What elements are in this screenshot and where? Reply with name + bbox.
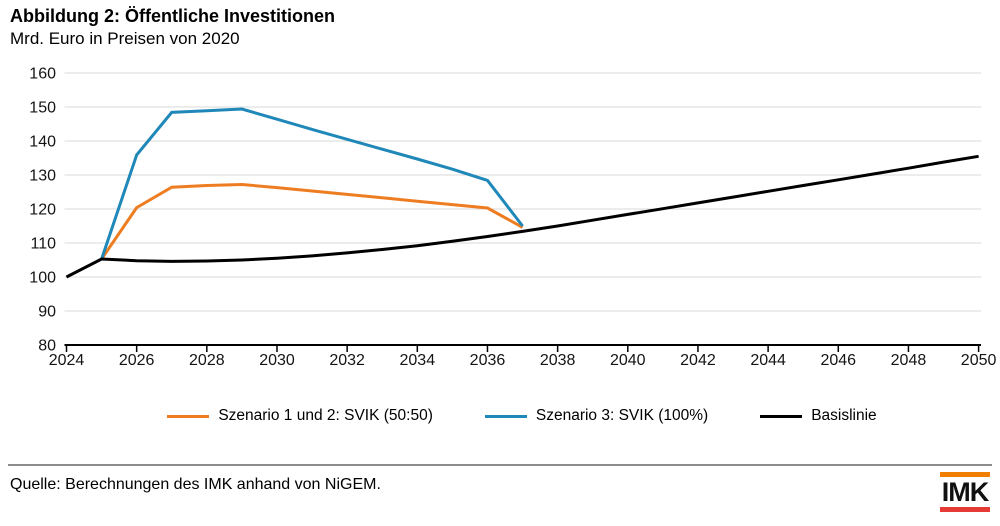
x-tick-label: 2030 <box>259 352 295 369</box>
x-tick-label: 2028 <box>189 352 225 369</box>
y-tick-label: 100 <box>29 270 56 287</box>
figure-title: Abbildung 2: Öffentliche Investitionen <box>10 6 336 26</box>
footer-divider <box>8 464 992 466</box>
x-tick-label: 2026 <box>119 352 155 369</box>
x-tick-label: 2036 <box>470 352 506 369</box>
x-tick-label: 2048 <box>891 352 927 369</box>
source-note: Quelle: Berechnungen des IMK anhand von … <box>10 476 381 493</box>
legend-swatch-blue <box>484 414 527 418</box>
legend-label: Basislinie <box>811 407 877 424</box>
x-tick-label: 2024 <box>49 352 85 369</box>
y-tick-label: 110 <box>30 236 56 253</box>
x-tick-label: 2038 <box>540 352 576 369</box>
legend-swatch-orange <box>167 414 210 418</box>
series-2-line <box>100 107 524 260</box>
x-tick-label: 2032 <box>329 352 365 369</box>
y-tick-label: 160 <box>29 66 56 83</box>
imk-logo: IMK <box>940 472 990 512</box>
logo-text: IMK <box>941 477 990 507</box>
chart-legend: Szenario 1 und 2: SVIK (50:50) Szenario … <box>0 404 1000 428</box>
x-tick-label: 2040 <box>610 352 646 369</box>
logo-bottom-bar <box>940 507 990 512</box>
legend-item-szenario-3: Szenario 3: SVIK (100%) <box>484 407 709 425</box>
x-tick-label: 2042 <box>680 352 716 369</box>
y-tick-label: 120 <box>29 202 56 219</box>
line-chart: 2024 2026 2028 2030 2032 2034 2036 2038 2040 2042… <box>29 66 997 370</box>
legend-swatch-black <box>760 414 803 418</box>
legend-item-basislinie: Basislinie <box>760 407 877 425</box>
legend-item-szenario-1-2: Szenario 1 und 2: SVIK (50:50) <box>167 407 433 425</box>
legend-label: Szenario 3: SVIK (100%) <box>535 407 709 424</box>
x-tick-label: 2034 <box>400 352 436 369</box>
y-tick-label: 130 <box>29 168 56 185</box>
y-tick-label: 90 <box>38 304 56 321</box>
x-tick-label: 2044 <box>750 352 786 369</box>
legend-label: Szenario 1 und 2: SVIK (50:50) <box>218 407 433 424</box>
y-tick-label: 140 <box>29 134 56 151</box>
x-tick-label: 2050 <box>961 352 997 369</box>
series-1-line <box>100 182 524 260</box>
logo-top-bar <box>940 472 990 477</box>
figure-subtitle: Mrd. Euro in Preisen von 2020 <box>10 29 240 48</box>
y-tick-label: 80 <box>38 338 56 355</box>
y-tick-label: 150 <box>29 100 56 117</box>
x-tick-label: 2046 <box>820 352 856 369</box>
series-3-line <box>65 154 979 279</box>
